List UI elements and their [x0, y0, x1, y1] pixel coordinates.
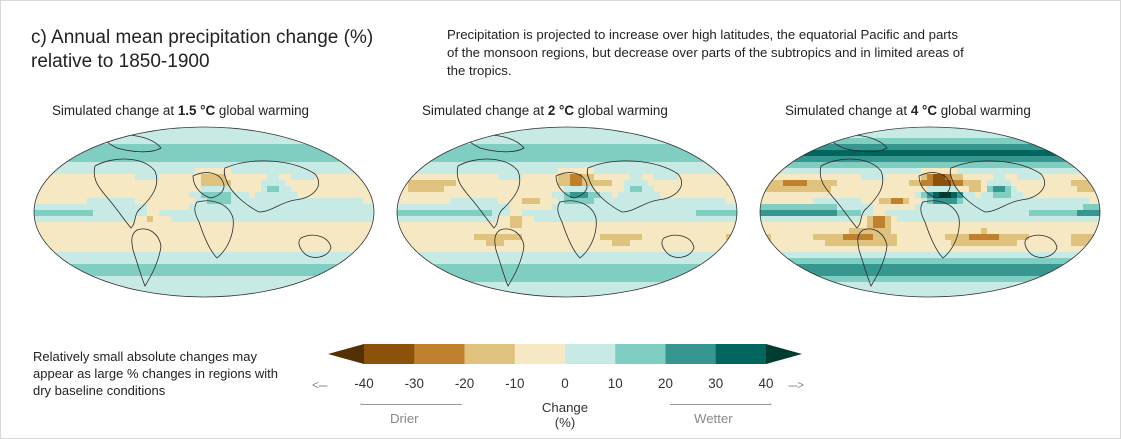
warming-level: 4 °C: [910, 103, 938, 118]
colorbar-bin: [364, 344, 415, 364]
coastline: [918, 172, 951, 199]
coastline: [920, 200, 960, 259]
title-line-1: c) Annual mean precipitation change (%): [31, 27, 374, 48]
colorbar-tick-label: 40: [758, 376, 774, 391]
coastline: [661, 234, 695, 258]
colorbar-bin: [615, 344, 666, 364]
colorbar-extend-max: [766, 344, 802, 364]
figure-description: Precipitation is projected to increase o…: [447, 27, 964, 78]
wetter-label: Wetter: [694, 411, 733, 426]
colorbar-tick-label: 20: [658, 376, 673, 391]
coastline: [456, 158, 521, 229]
coastline: [557, 200, 597, 259]
colorbar: [328, 344, 802, 364]
colorbar-legend: <--- ---> -40 -30 -20 -10 0 10 20 30 40 Change (…: [312, 338, 810, 433]
coastline: [131, 228, 162, 287]
left-extend-arrow: <---: [312, 378, 328, 392]
colorbar-tick-label: 10: [607, 376, 623, 391]
colorbar-ticks: <--- ---> -40 -30 -20 -10 0 10 20 30 40: [312, 376, 810, 394]
coastline: [586, 160, 683, 213]
figure-title: c) Annual mean precipitation change (%) …: [31, 26, 373, 74]
panel-title-1-5: Simulated change at 1.5 °C global warmin…: [52, 103, 309, 118]
coastline: [1024, 234, 1058, 258]
map-border: [759, 126, 1101, 298]
map-1-5-degrees: [33, 126, 375, 298]
map-border: [33, 126, 375, 298]
warming-level: 2 °C: [547, 103, 575, 118]
colorbar-tick-label: 0: [561, 376, 569, 391]
coastline: [298, 234, 332, 258]
colorbar-bin: [565, 344, 616, 364]
coastline: [857, 228, 888, 287]
colorbar-bin: [715, 344, 767, 364]
colorbar-extend-min: [328, 344, 364, 364]
panel-title-4: Simulated change at 4 °C global warming: [785, 103, 1031, 118]
colorbar-tick-label: -10: [505, 376, 525, 391]
drier-arrowhead-icon: ←: [358, 397, 369, 409]
dry-baseline-note: Relatively small absolute changes may ap…: [33, 349, 278, 398]
map-4-degrees: [759, 126, 1101, 298]
colorbar-bin: [414, 344, 465, 364]
colorbar-bin: [464, 344, 516, 364]
wetter-arrow-line: [670, 404, 770, 405]
map-border: [396, 126, 738, 298]
drier-arrow-line: [362, 404, 462, 405]
colorbar-tick-label: -30: [404, 376, 424, 391]
colorbar-tick-label: -20: [454, 376, 475, 391]
coastline: [192, 172, 225, 199]
coastline: [949, 160, 1046, 213]
coastline: [223, 160, 320, 213]
wetter-arrowhead-icon: →: [763, 397, 774, 409]
coastline: [93, 158, 158, 229]
title-line-2: relative to 1850-1900: [31, 51, 210, 72]
colorbar-label: Change (%): [541, 400, 589, 430]
colorbar-bin: [514, 344, 566, 364]
map-2-degrees: [396, 126, 738, 298]
warming-level: 1.5 °C: [177, 103, 216, 118]
drier-label: Drier: [390, 411, 419, 426]
coastline: [819, 158, 884, 229]
panel-title-2: Simulated change at 2 °C global warming: [422, 103, 668, 118]
colorbar-tick-label: 30: [708, 376, 724, 391]
coastline: [494, 228, 525, 287]
colorbar-tick-label: -40: [354, 376, 374, 391]
right-extend-arrow: --->: [788, 378, 804, 392]
coastline: [555, 172, 588, 199]
colorbar-bin: [665, 344, 717, 364]
coastline: [194, 200, 234, 259]
